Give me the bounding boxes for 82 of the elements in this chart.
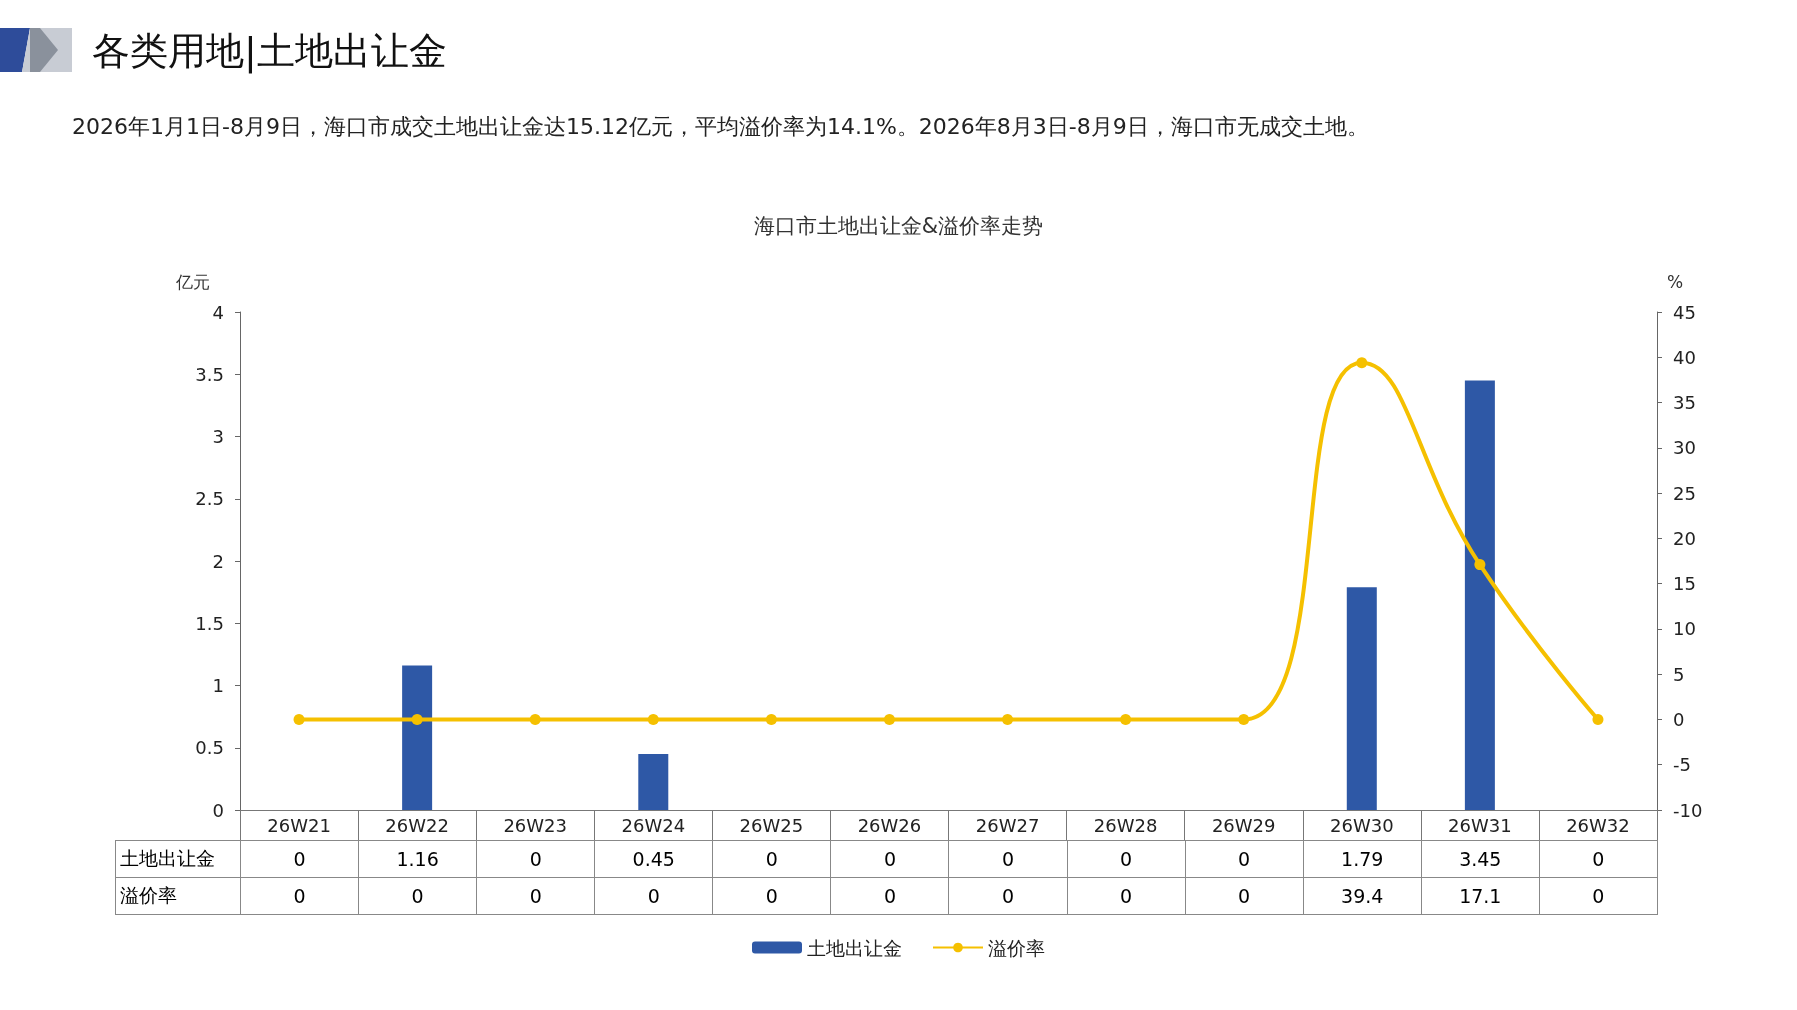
data-label: 0.45 — [594, 840, 713, 878]
data-label: 3.45 — [1421, 840, 1540, 878]
point — [1002, 713, 1014, 725]
x-tick-label: 26W22 — [385, 814, 449, 836]
bar — [1346, 587, 1377, 810]
data-label: 0 — [1539, 877, 1658, 915]
x-tick-label: 26W30 — [1329, 814, 1394, 836]
text: 溢价率 — [120, 884, 177, 906]
y-tick-label: 3 — [212, 426, 224, 447]
chart-title: 海口市土地出让金&溢价率走势 — [753, 213, 1044, 238]
data-label: 1.79 — [1303, 840, 1422, 878]
y-tick-label: 4 — [212, 301, 224, 323]
data-label: 0 — [948, 877, 1068, 915]
point — [1120, 713, 1132, 725]
y-tick-label: 2.5 — [195, 488, 224, 510]
y2-tick-label: 45 — [1673, 301, 1696, 323]
y2-tick-label: 25 — [1673, 482, 1696, 504]
y-tick-label: 3.5 — [195, 363, 224, 385]
point — [1356, 357, 1368, 369]
y2-axis-title: % — [1667, 271, 1684, 292]
data-label: 0 — [1539, 840, 1658, 878]
y2-tick-label: 0 — [1673, 708, 1685, 730]
data-label: 0 — [1185, 877, 1304, 915]
data-label: 0 — [1067, 877, 1186, 915]
data-label: 0 — [830, 877, 949, 915]
data-label: 0 — [1067, 840, 1186, 878]
x-tick-label: 26W28 — [1093, 814, 1158, 836]
point — [647, 713, 659, 725]
x-tick-label: 26W23 — [503, 814, 568, 836]
data-label: 0 — [712, 840, 831, 878]
data-label: 0 — [830, 840, 949, 878]
y2-tick-label: 30 — [1673, 437, 1696, 459]
bar — [1464, 380, 1495, 810]
text: 2026年1月1日-8月9日，海口市成交土地出让金达15.12亿元，平均溢价率为14.1%。2026年8月3日-8月9日，海口市无成交土地。 — [72, 113, 1369, 141]
data-label: 0 — [476, 877, 595, 915]
y2-tick-label: 10 — [1673, 618, 1696, 640]
data-label: 0 — [358, 877, 477, 915]
x-tick-label: 26W29 — [1211, 814, 1276, 836]
y2-tick-label: 20 — [1673, 527, 1696, 549]
point — [411, 713, 423, 725]
y-axis-title: 亿元 — [175, 271, 210, 292]
point — [293, 713, 305, 725]
x-tick-label: 26W31 — [1448, 814, 1512, 836]
data-label: 0 — [1185, 840, 1304, 878]
y2-tick-label: -5 — [1673, 754, 1691, 776]
data-label: 0 — [712, 877, 831, 915]
data-label: 1.16 — [358, 840, 477, 878]
point — [765, 713, 777, 725]
data-label: 0 — [476, 840, 595, 878]
x-tick-label: 26W26 — [857, 814, 922, 836]
y2-tick-label: 15 — [1673, 573, 1696, 595]
y2-tick-label: 5 — [1673, 663, 1685, 685]
x-tick-label: 26W21 — [267, 814, 331, 836]
y-tick-label: 2 — [212, 550, 224, 572]
point — [883, 713, 895, 725]
text: 各类用地|土地出让金 — [92, 28, 447, 76]
data-label: 0 — [594, 877, 713, 915]
legend-label: 溢价率 — [988, 936, 1045, 959]
data-label: 0 — [240, 840, 359, 878]
text: 土地出让金 — [120, 847, 215, 869]
y-tick-label: 0.5 — [195, 737, 224, 759]
y2-tick-label: -10 — [1673, 799, 1703, 821]
data-label: 0 — [948, 840, 1068, 878]
y-tick-label: 1 — [212, 675, 224, 696]
x-tick-label: 26W32 — [1566, 814, 1630, 836]
legend-label: 土地出让金 — [807, 936, 902, 959]
y-tick-label: 1.5 — [195, 612, 224, 634]
data-label: 0 — [240, 877, 359, 915]
point — [1474, 559, 1486, 571]
y-tick-label: 0 — [212, 799, 224, 821]
data-label: 17.1 — [1421, 877, 1540, 915]
point — [1592, 713, 1604, 725]
point — [529, 713, 541, 725]
y2-tick-label: 35 — [1673, 392, 1696, 414]
bar — [402, 665, 433, 810]
point — [1238, 713, 1250, 725]
x-tick-label: 26W27 — [975, 814, 1040, 836]
data-label: 39.4 — [1303, 877, 1422, 915]
bar — [638, 753, 669, 810]
x-tick-label: 26W24 — [621, 814, 686, 836]
y2-tick-label: 40 — [1673, 346, 1696, 368]
x-tick-label: 26W25 — [739, 814, 804, 836]
